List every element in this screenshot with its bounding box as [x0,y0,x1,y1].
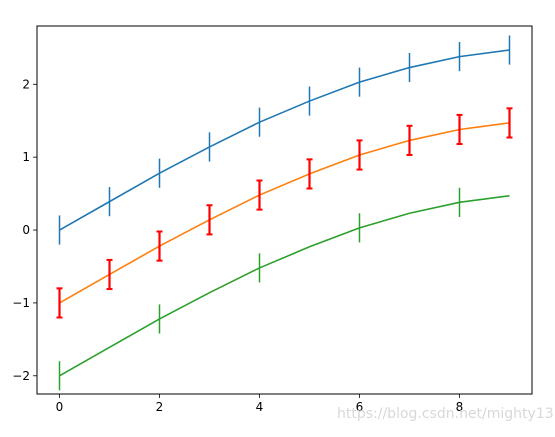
y-tick-label: 0 [22,223,30,237]
series-line [59,194,510,377]
x-tick-label: 4 [256,400,264,414]
y-tick-label: 2 [22,77,30,91]
y-tick-label: −1 [12,296,30,310]
watermark-text: https://blog.csdn.net/mighty13 [337,406,554,422]
axis-layer: 0 2 4 6 8 −2 −1 0 1 2 [12,77,463,414]
x-tick-label: 0 [56,400,64,414]
series-1 [58,35,511,245]
plot-frame [36,25,533,395]
series-line [59,49,510,231]
series-layer [56,35,513,391]
x-tick-label: 2 [156,400,164,414]
series-2 [56,107,513,319]
series-line [59,122,510,304]
y-tick-label: −2 [12,369,30,383]
series-3 [58,187,510,391]
y-tick-label: 1 [22,150,30,164]
x-tick-label: 8 [456,400,464,414]
x-tick-label: 6 [356,400,364,414]
